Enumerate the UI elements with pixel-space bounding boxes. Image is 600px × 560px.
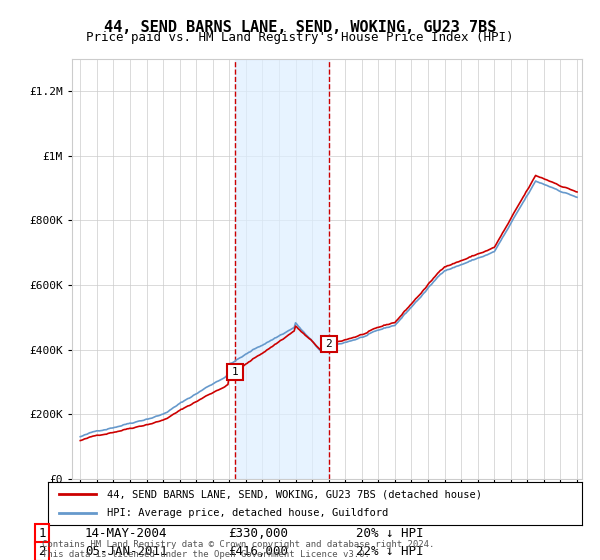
Text: 1: 1 — [232, 367, 239, 377]
Text: £416,000: £416,000 — [228, 545, 288, 558]
Bar — [235, 59, 329, 479]
Text: Price paid vs. HM Land Registry's House Price Index (HPI): Price paid vs. HM Land Registry's House … — [86, 31, 514, 44]
Text: 05-JAN-2011: 05-JAN-2011 — [85, 545, 167, 558]
Text: Contains HM Land Registry data © Crown copyright and database right 2024.
This d: Contains HM Land Registry data © Crown c… — [42, 540, 434, 559]
Text: 2: 2 — [325, 339, 332, 349]
Text: 44, SEND BARNS LANE, SEND, WOKING, GU23 7BS: 44, SEND BARNS LANE, SEND, WOKING, GU23 … — [104, 20, 496, 35]
Text: 2: 2 — [38, 545, 46, 558]
Text: 14-MAY-2004: 14-MAY-2004 — [85, 528, 167, 540]
Text: £330,000: £330,000 — [228, 528, 288, 540]
Text: 44, SEND BARNS LANE, SEND, WOKING, GU23 7BS (detached house): 44, SEND BARNS LANE, SEND, WOKING, GU23 … — [107, 489, 482, 499]
Text: HPI: Average price, detached house, Guildford: HPI: Average price, detached house, Guil… — [107, 508, 388, 518]
Text: 1: 1 — [38, 528, 46, 540]
Text: 20% ↓ HPI: 20% ↓ HPI — [356, 528, 424, 540]
Text: 22% ↓ HPI: 22% ↓ HPI — [356, 545, 424, 558]
